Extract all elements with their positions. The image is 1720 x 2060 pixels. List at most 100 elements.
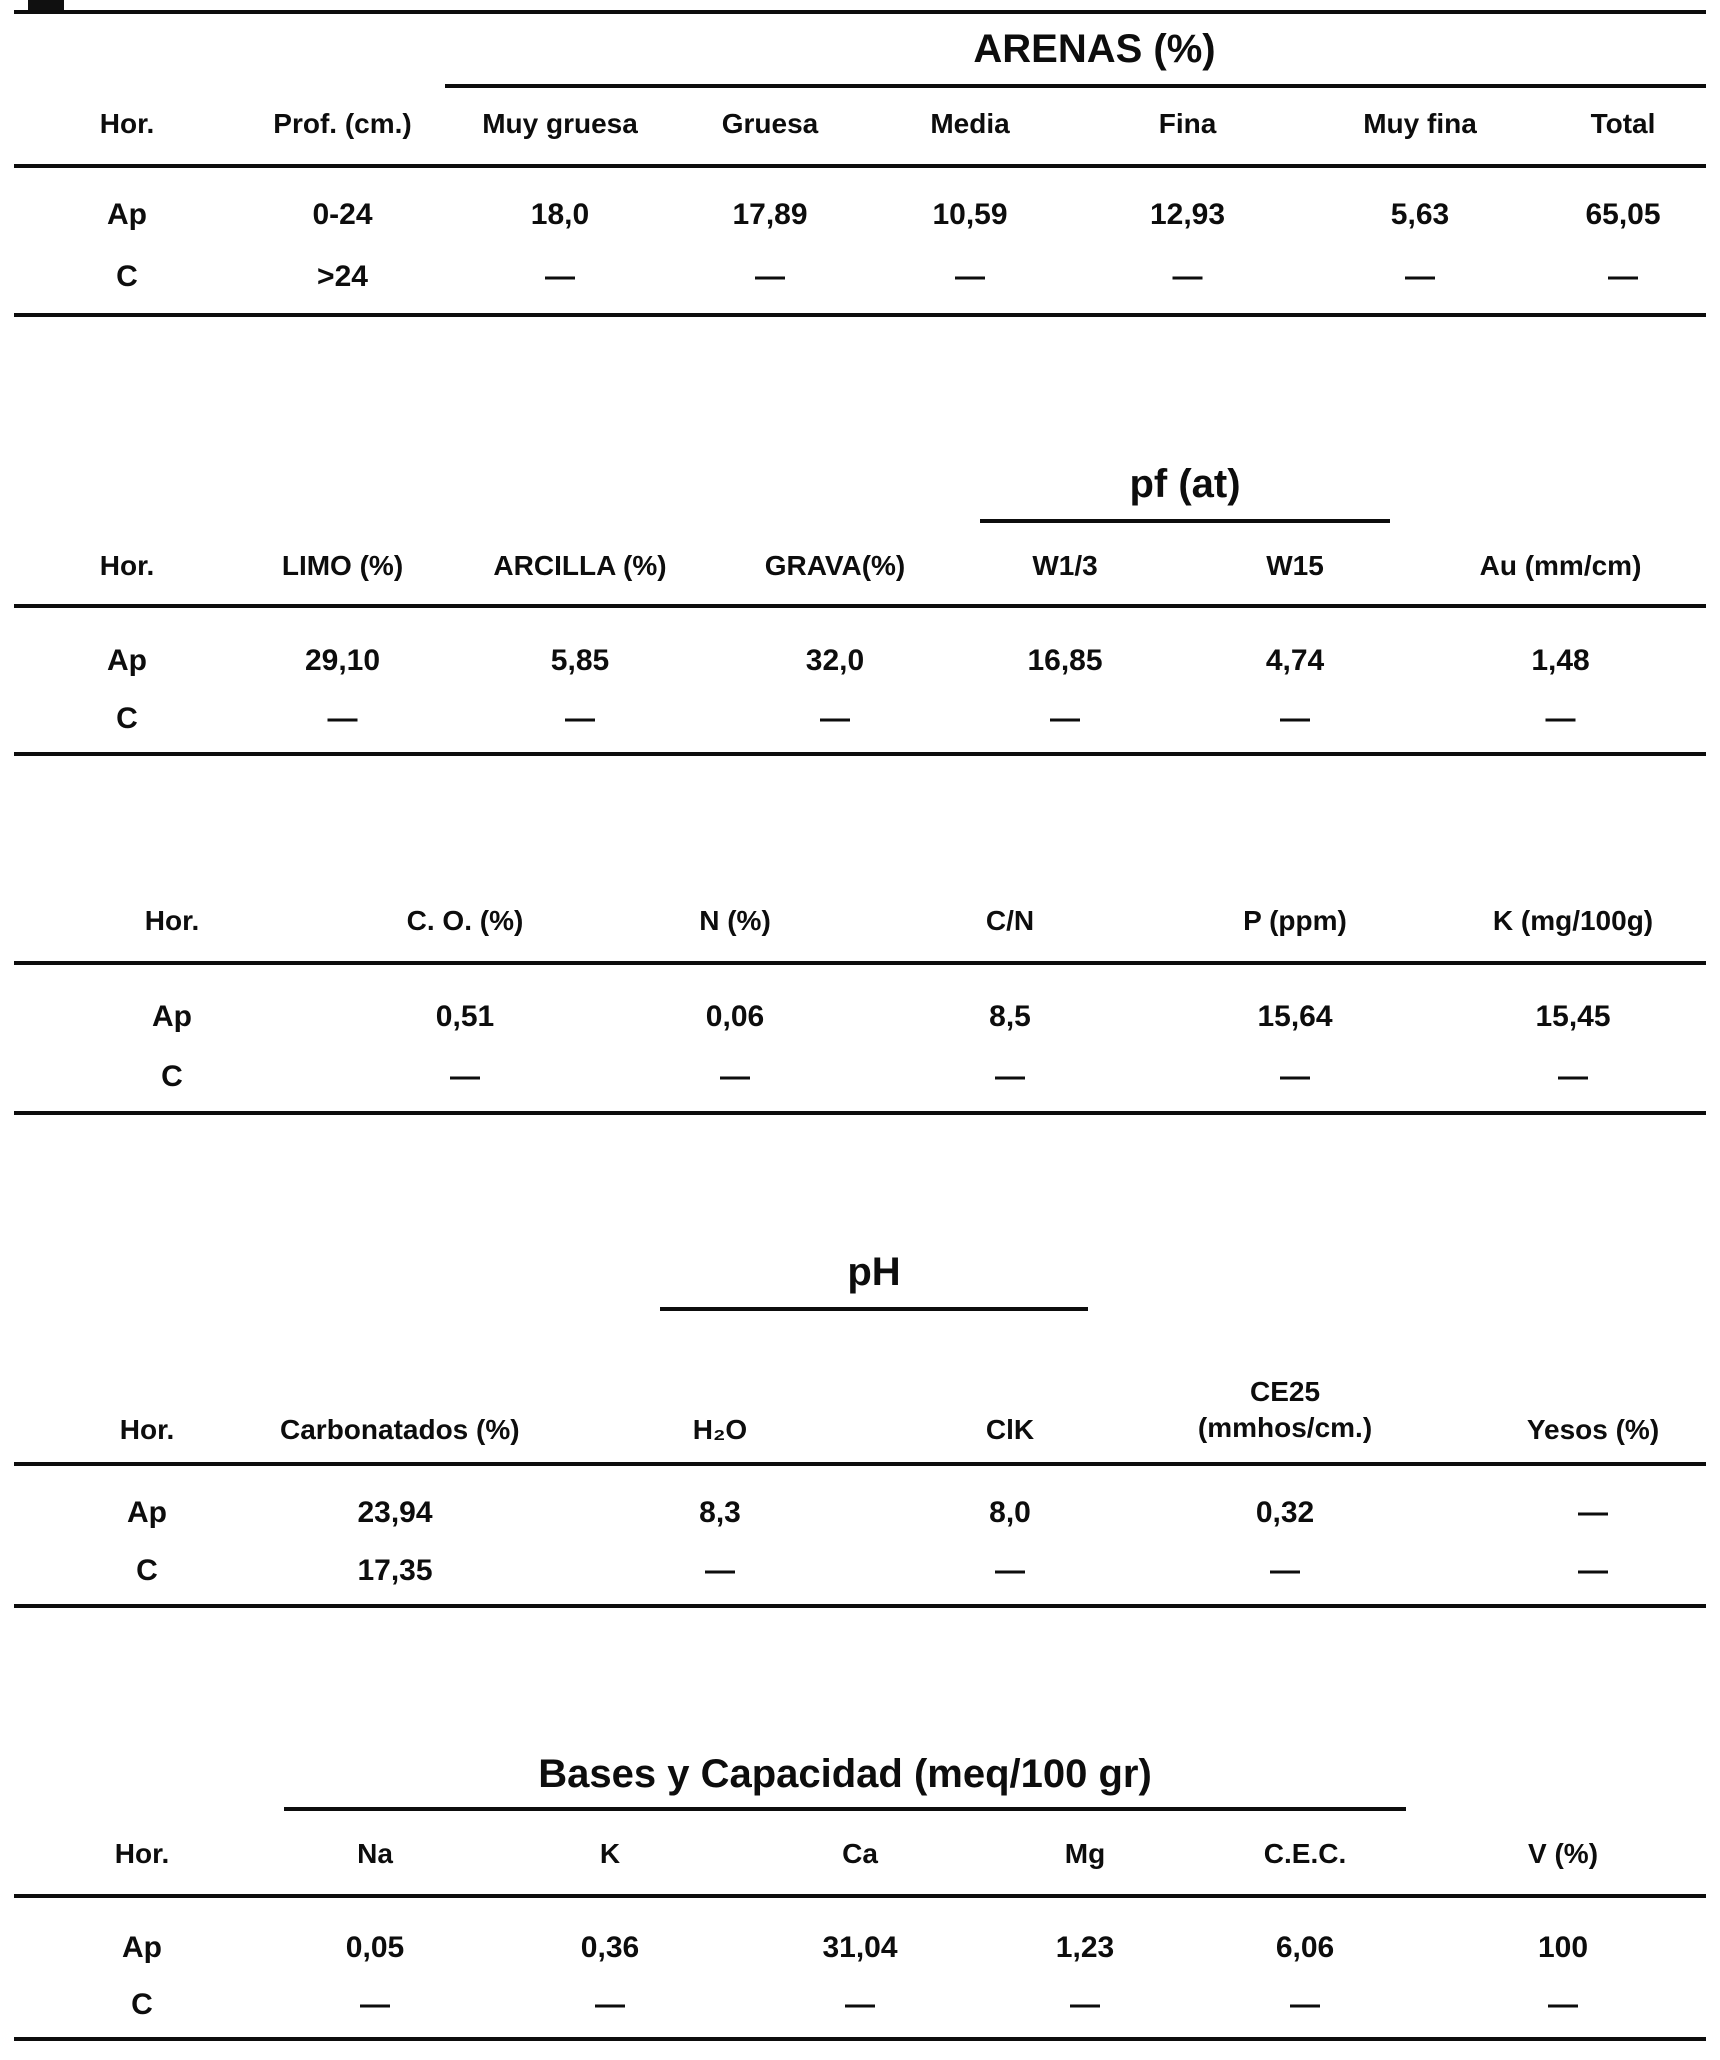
data-cell: 0,06 <box>705 1000 765 1033</box>
header-hor: Hor. <box>14 885 330 965</box>
data-cell: — <box>995 1554 1025 1587</box>
data-cell: >24 <box>317 259 368 293</box>
data-cell: 0-24 <box>312 198 373 231</box>
data-cell: C <box>136 1554 158 1587</box>
data-cell: — <box>565 702 595 735</box>
data-cell: 100 <box>1538 1931 1589 1964</box>
data-cell: — <box>595 1988 625 2021</box>
header-k: K <box>480 1811 740 1898</box>
header-ce25: CE25 (mmhos/cm.) <box>1090 1311 1481 1466</box>
data-cell: C <box>131 1988 153 2021</box>
data-cell: 18,0 <box>530 198 590 231</box>
bases-title-row: Bases y Capacidad (meq/100 gr) <box>14 1750 1706 1811</box>
scan-artifact <box>28 0 64 11</box>
data-cell: — <box>820 702 850 735</box>
data-cell: Ap <box>127 1496 167 1529</box>
data-cell: — <box>1172 259 1203 293</box>
header-fina: Fina <box>1075 86 1300 168</box>
row-c: C 17,35 — — — — <box>14 1538 1706 1606</box>
arenas-table: ARENAS (%) Hor. Prof. (cm.) Muy gruesa G… <box>14 10 1707 317</box>
data-cell: 5,63 <box>1390 198 1450 231</box>
data-cell: — <box>720 1059 750 1093</box>
data-cell: 8,5 <box>989 1000 1031 1033</box>
row-ap: Ap 0,51 0,06 8,5 15,64 15,45 <box>14 963 1706 1042</box>
data-cell: — <box>955 259 985 293</box>
header-limo: LIMO (%) <box>240 523 445 608</box>
data-cell: — <box>755 259 785 293</box>
data-cell: — <box>1578 1554 1609 1587</box>
data-cell: 4,74 <box>1265 644 1325 677</box>
data-cell: — <box>1608 259 1638 293</box>
row-ap: Ap 0-24 18,0 17,89 10,59 12,93 5,63 65,0… <box>14 166 1706 240</box>
header-clk: ClK <box>930 1311 1091 1466</box>
header-hor: Hor. <box>14 86 240 168</box>
data-cell: — <box>1280 1059 1310 1093</box>
header-grava: GRAVA(%) <box>715 523 955 608</box>
header-mg: Mg <box>980 1811 1190 1898</box>
data-cell: — <box>1290 1988 1321 2021</box>
header-ca: Ca <box>740 1811 980 1898</box>
data-cell: 32,0 <box>805 644 865 677</box>
header-muy-fina: Muy fina <box>1300 86 1540 168</box>
header-hor: Hor. <box>14 1811 270 1898</box>
data-cell: 65,05 <box>1585 198 1661 231</box>
row-c: C >24 — — — — — — <box>14 240 1706 315</box>
spacer-cell <box>14 460 955 523</box>
data-cell: 5,85 <box>550 644 610 677</box>
pf-at-title: pf (at) <box>1129 462 1241 506</box>
data-cell: 0,51 <box>435 1000 495 1033</box>
spacer-cell <box>1090 1245 1706 1311</box>
data-cell: Ap <box>107 198 147 231</box>
row-ap: Ap 23,94 8,3 8,0 0,32 — <box>14 1464 1706 1538</box>
data-cell: 8,0 <box>989 1496 1031 1529</box>
spacer-cell <box>14 12 445 86</box>
data-cell: — <box>1578 1496 1609 1529</box>
header-gruesa: Gruesa <box>675 86 865 168</box>
pf-span-cell: pf (at) <box>955 460 1415 523</box>
row-c: C — — — — — <box>14 1042 1706 1113</box>
header-na: Na <box>270 1811 480 1898</box>
ph-title: pH <box>847 1250 901 1294</box>
materia-organica-table: Hor. C. O. (%) N (%) C/N P (ppm) K (mg/1… <box>14 885 1706 1115</box>
data-cell: C <box>161 1059 183 1093</box>
bases-span-cell: Bases y Capacidad (meq/100 gr) <box>270 1750 1420 1811</box>
header-p: P (ppm) <box>1150 885 1440 965</box>
data-cell: — <box>845 1988 875 2021</box>
header-arcilla: ARCILLA (%) <box>445 523 715 608</box>
data-cell: — <box>1050 702 1080 735</box>
data-cell: — <box>450 1059 480 1093</box>
data-cell: — <box>1405 259 1435 293</box>
header-w13: W1/3 <box>955 523 1175 608</box>
header-total: Total <box>1540 86 1707 168</box>
bases-capacidad-table: Bases y Capacidad (meq/100 gr) Hor. Na K… <box>14 1750 1707 2041</box>
granulometria-header-row: Hor. LIMO (%) ARCILLA (%) GRAVA(%) W1/3 … <box>14 523 1707 608</box>
ph-title-row: pH <box>14 1245 1706 1311</box>
header-muy-gruesa: Muy gruesa <box>445 86 675 168</box>
header-ce25-line1: CE25 <box>1249 1376 1321 1407</box>
header-media: Media <box>865 86 1075 168</box>
ph-carbonatados-table: pH Hor. Carbonatados (%) H₂O ClK CE25 (m… <box>14 1245 1707 1608</box>
spacer-cell <box>1415 460 1706 523</box>
header-n: N (%) <box>600 885 870 965</box>
granulometria-table: pf (at) Hor. LIMO (%) ARCILLA (%) GRAVA(… <box>14 460 1707 756</box>
data-cell: 6,06 <box>1275 1931 1335 1964</box>
header-hor: Hor. <box>14 1311 280 1466</box>
data-cell: — <box>1548 1988 1579 2021</box>
data-cell: 1,48 <box>1531 644 1590 677</box>
data-cell: 10,59 <box>932 198 1008 231</box>
data-cell: 12,93 <box>1149 198 1226 231</box>
bases-capacidad-title: Bases y Capacidad (meq/100 gr) <box>538 1752 1152 1796</box>
header-v: V (%) <box>1420 1811 1707 1898</box>
row-ap: Ap 29,10 5,85 32,0 16,85 4,74 1,48 <box>14 606 1706 686</box>
header-w15: W15 <box>1175 523 1416 608</box>
header-h2o: H₂O <box>510 1311 930 1466</box>
arenas-table-title: ARENAS (%) <box>973 26 1216 71</box>
data-cell: — <box>1558 1059 1588 1093</box>
data-cell: 29,10 <box>304 644 381 677</box>
data-cell: Ap <box>152 1000 192 1033</box>
pf-title-row: pf (at) <box>14 460 1706 523</box>
header-carbonatados: Carbonatados (%) <box>280 1311 520 1466</box>
arenas-span-cell: ARENAS (%) <box>445 12 1707 88</box>
data-cell: 0,36 <box>580 1931 640 1964</box>
data-cell: C <box>116 702 138 735</box>
